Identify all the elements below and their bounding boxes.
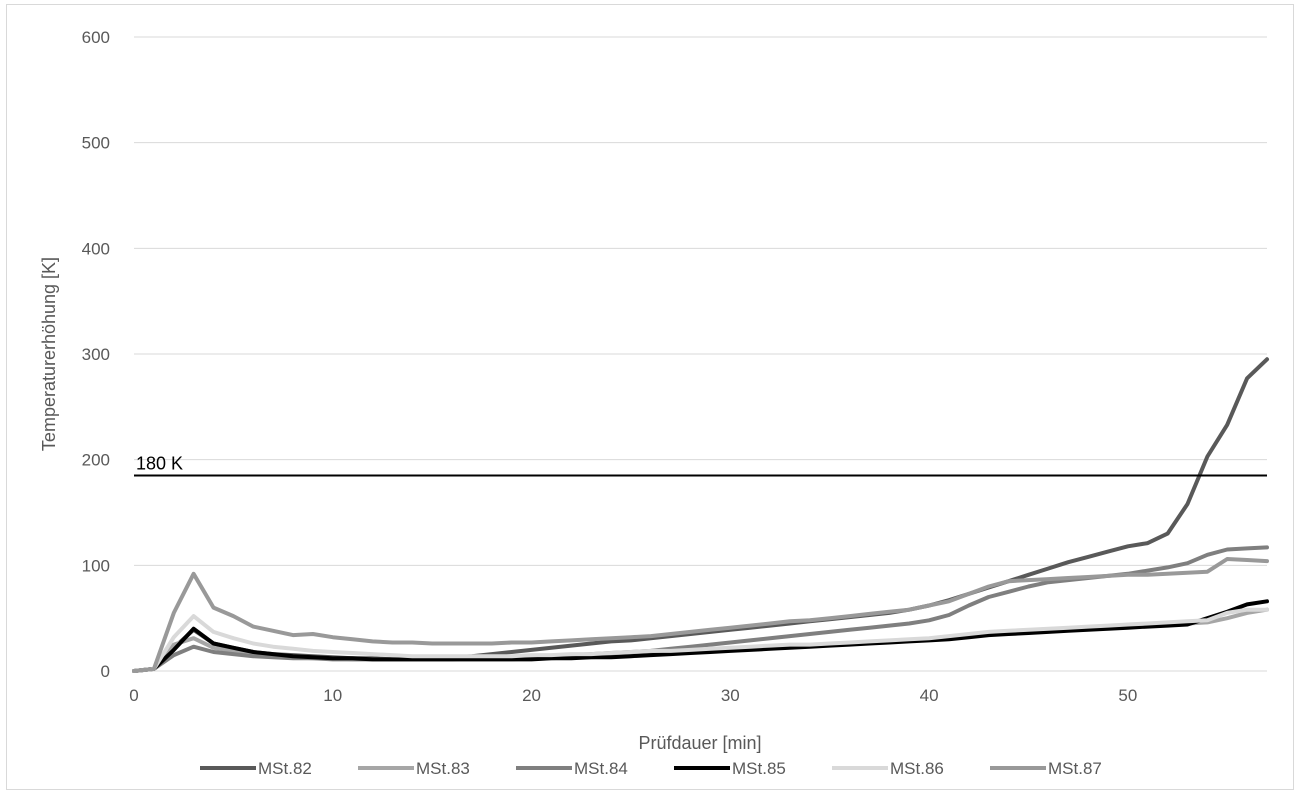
x-tick-label: 0 (129, 686, 138, 705)
series-line-mst-85 (132, 599, 1269, 673)
legend-entry: MSt.84 (574, 759, 628, 778)
legend-entry: MSt.86 (890, 759, 944, 778)
series-line-mst-83 (132, 607, 1269, 673)
x-tick-label: 40 (920, 686, 939, 705)
y-tick-label: 200 (82, 451, 110, 470)
y-tick-labels: 0 100 200 300 400 500 600 (82, 28, 110, 681)
series-line-mst-86 (132, 607, 1269, 673)
x-axis-title: Prüfdauer [min] (638, 733, 761, 753)
reference-line-group: 180 K (134, 454, 1267, 477)
y-tick-label: 400 (82, 239, 110, 258)
series-line-mst-87 (132, 557, 1269, 673)
chart-frame (6, 4, 1294, 790)
y-tick-label: 100 (82, 556, 110, 575)
series-lines (132, 357, 1269, 673)
y-tick-label: 300 (82, 345, 110, 364)
legend: MSt.82 MSt.83 MSt.84 MSt.85 MSt.86 MSt.87 (200, 759, 1102, 778)
x-tick-labels: 0 10 20 30 40 50 (129, 686, 1137, 705)
y-tick-label: 600 (82, 28, 110, 47)
gridlines (134, 36, 1267, 672)
y-axis-title: Temperaturerhöhung [K] (39, 257, 59, 451)
x-tick-label: 30 (721, 686, 740, 705)
legend-entry: MSt.85 (732, 759, 786, 778)
x-tick-label: 20 (522, 686, 541, 705)
x-tick-label: 10 (323, 686, 342, 705)
legend-entry: MSt.82 (258, 759, 312, 778)
legend-entry: MSt.87 (1048, 759, 1102, 778)
y-tick-label: 500 (82, 134, 110, 153)
reference-line-label: 180 K (136, 454, 183, 474)
x-tick-label: 50 (1118, 686, 1137, 705)
y-tick-label: 0 (101, 662, 110, 681)
legend-entry: MSt.83 (416, 759, 470, 778)
